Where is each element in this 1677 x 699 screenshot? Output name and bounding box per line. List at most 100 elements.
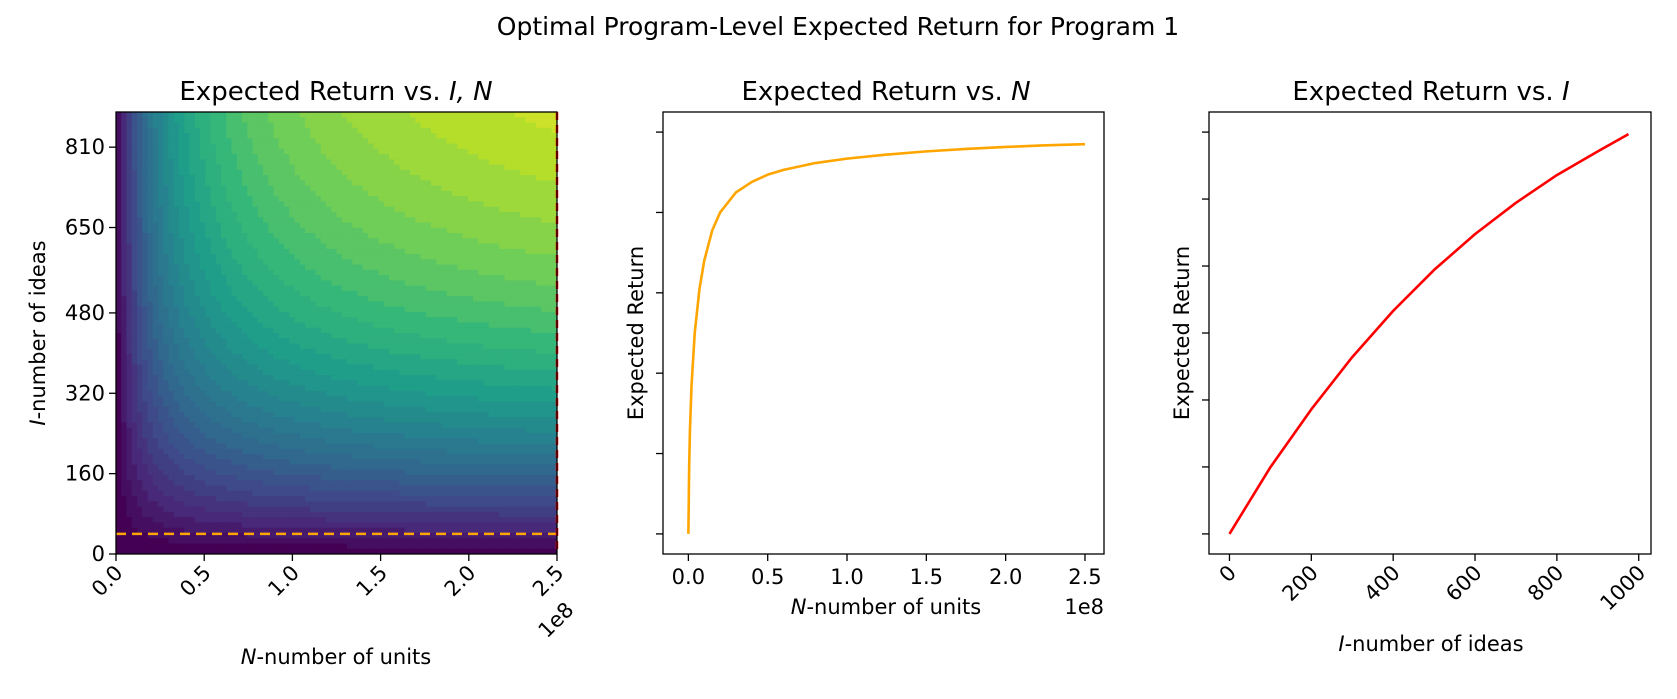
heatmap-cell xyxy=(242,180,248,187)
heatmap-cell xyxy=(194,227,201,234)
heatmap-cell xyxy=(399,148,406,155)
heatmap-cell xyxy=(189,280,196,287)
heatmap-cell xyxy=(226,269,233,276)
heatmap-cell xyxy=(394,290,401,297)
heatmap-cell xyxy=(315,369,322,376)
heatmap-cell xyxy=(299,264,306,271)
heatmap-cell xyxy=(116,422,122,429)
heatmap-cell xyxy=(410,164,416,171)
heatmap-cell xyxy=(242,422,248,429)
heatmap-cell xyxy=(142,311,149,318)
heatmap-cell xyxy=(389,280,395,287)
heatmap-cell xyxy=(452,185,458,192)
heatmap-cell xyxy=(536,290,542,297)
heatmap-cell xyxy=(536,406,542,413)
heatmap-cell xyxy=(436,196,443,203)
heatmap-cell xyxy=(525,317,532,324)
heatmap-cell xyxy=(205,354,212,360)
heatmap-cell xyxy=(231,411,238,418)
heatmap-cell xyxy=(520,248,527,255)
heatmap-cell xyxy=(389,112,395,118)
heatmap-cell xyxy=(299,248,306,255)
heatmap-cell xyxy=(425,254,432,260)
heatmap-cell xyxy=(478,396,485,402)
heatmap-cell xyxy=(399,222,406,229)
heatmap-cell xyxy=(425,390,432,397)
heatmap-cell xyxy=(147,396,154,402)
heatmap-cell xyxy=(147,243,154,250)
heatmap-cell xyxy=(294,285,301,292)
heatmap-cell xyxy=(158,138,164,145)
heatmap-cell xyxy=(168,280,175,287)
heatmap-cell xyxy=(194,169,201,176)
heatmap-cell xyxy=(320,296,327,303)
heatmap-cell xyxy=(509,254,516,260)
heatmap-cell xyxy=(446,290,453,297)
heatmap-cell xyxy=(226,133,233,139)
heatmap-cell xyxy=(415,385,422,392)
heatmap-cell xyxy=(399,122,406,129)
heatmap-cell xyxy=(431,164,437,171)
heatmap-cell xyxy=(168,196,175,203)
heatmap-cell xyxy=(126,133,133,139)
heatmap-cell xyxy=(499,122,506,129)
heatmap-cell xyxy=(242,359,248,366)
heatmap-cell xyxy=(488,196,495,203)
heatmap-cell xyxy=(215,264,222,271)
heatmap-cell xyxy=(546,333,553,339)
heatmap-cell xyxy=(431,401,437,408)
heatmap-cell xyxy=(158,211,164,218)
heatmap-cell xyxy=(320,417,327,424)
heatmap-cell xyxy=(184,227,191,234)
heatmap-cell xyxy=(116,233,122,239)
heatmap-cell xyxy=(184,343,191,350)
heatmap-cell xyxy=(431,406,437,413)
heatmap-cell xyxy=(383,211,390,218)
heatmap-cell xyxy=(530,269,537,276)
heatmap-cell xyxy=(394,159,401,166)
heatmap-cell xyxy=(284,206,290,213)
heatmap-cell xyxy=(347,322,353,329)
heatmap-cell xyxy=(205,227,212,234)
heatmap-cell xyxy=(541,375,548,381)
heatmap-cell xyxy=(494,196,500,203)
heatmap-cell xyxy=(205,285,212,292)
heatmap-cell xyxy=(284,275,290,281)
heatmap-cell xyxy=(509,364,516,371)
heatmap-cell xyxy=(331,354,338,360)
heatmap-cell xyxy=(173,401,180,408)
heatmap-cell xyxy=(284,227,290,234)
heatmap-cell xyxy=(536,385,542,392)
heatmap-cell xyxy=(116,180,122,187)
heatmap-cell xyxy=(231,296,238,303)
heatmap-cell xyxy=(242,233,248,239)
heatmap-cell xyxy=(336,406,343,413)
heatmap-cell xyxy=(168,322,175,329)
heatmap-cell xyxy=(194,133,201,139)
heatmap-cell xyxy=(299,269,306,276)
heatmap-cell xyxy=(131,406,138,413)
heatmap-cell xyxy=(515,406,521,413)
heatmap-cell xyxy=(410,133,416,139)
heatmap-cell xyxy=(504,375,511,381)
heatmap-cell xyxy=(268,227,275,234)
heatmap-cell xyxy=(247,180,254,187)
heatmap-cell xyxy=(499,201,506,208)
heatmap-cell xyxy=(137,385,143,392)
heatmap-cell xyxy=(289,206,296,213)
heatmap-cell xyxy=(536,264,542,271)
heatmap-cell xyxy=(257,406,264,413)
heatmap-cell xyxy=(541,227,548,234)
heatmap-cell xyxy=(473,243,479,250)
heatmap-cell xyxy=(194,222,201,229)
heatmap-cell xyxy=(415,296,422,303)
heatmap-cell xyxy=(284,169,290,176)
heatmap-cell xyxy=(305,390,311,397)
heatmap-cell xyxy=(173,169,180,176)
heatmap-cell xyxy=(462,364,469,371)
heatmap-cell xyxy=(457,233,464,239)
heatmap-cell xyxy=(488,264,495,271)
heatmap-cell xyxy=(226,233,233,239)
heatmap-cell xyxy=(536,317,542,324)
heatmap-cell xyxy=(373,248,380,255)
